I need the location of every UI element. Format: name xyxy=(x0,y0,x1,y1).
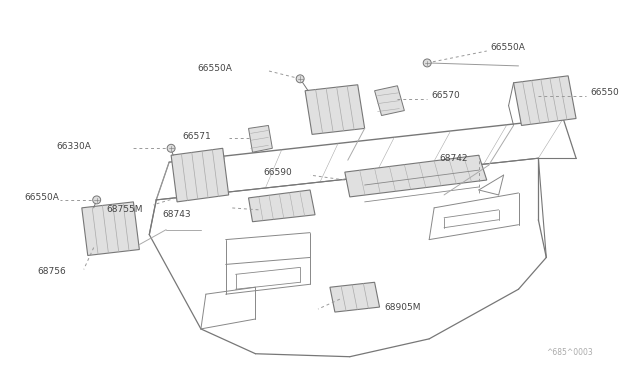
Text: 66550A: 66550A xyxy=(198,64,233,73)
Text: 68905M: 68905M xyxy=(385,302,421,312)
Text: 68756: 68756 xyxy=(37,267,66,276)
Polygon shape xyxy=(330,282,380,312)
Text: ^685^0003: ^685^0003 xyxy=(546,348,593,357)
Text: 68755M: 68755M xyxy=(107,205,143,214)
Text: 68743: 68743 xyxy=(163,210,191,219)
Polygon shape xyxy=(82,202,140,256)
Text: 66570: 66570 xyxy=(431,91,460,100)
Text: 66550: 66550 xyxy=(590,88,619,97)
Circle shape xyxy=(167,144,175,152)
Text: 66590: 66590 xyxy=(264,168,292,177)
Text: 66550A: 66550A xyxy=(491,42,525,52)
Circle shape xyxy=(296,75,304,83)
Polygon shape xyxy=(171,148,228,202)
Text: 66571: 66571 xyxy=(182,132,211,141)
Circle shape xyxy=(423,59,431,67)
Polygon shape xyxy=(345,155,487,197)
Polygon shape xyxy=(374,86,404,116)
Polygon shape xyxy=(513,76,576,125)
Polygon shape xyxy=(305,85,365,134)
Text: 66550A: 66550A xyxy=(24,193,59,202)
Text: 68742: 68742 xyxy=(439,154,468,163)
Text: 66330A: 66330A xyxy=(57,142,92,151)
Circle shape xyxy=(93,196,100,204)
Polygon shape xyxy=(248,190,315,222)
Polygon shape xyxy=(248,125,273,152)
